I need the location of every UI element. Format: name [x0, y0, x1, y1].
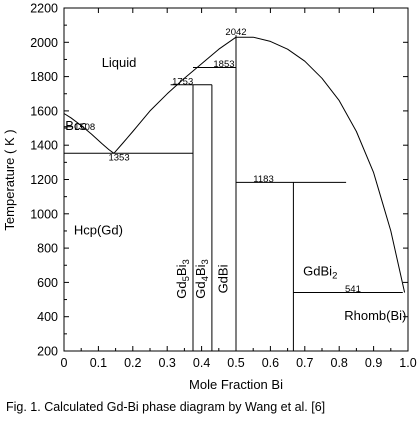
- x-tick-label: 1.0: [399, 356, 416, 370]
- temperature-label: 2042: [225, 27, 246, 38]
- phase-label: Gd5Bi3: [174, 259, 192, 299]
- x-tick-label: 0.8: [331, 356, 348, 370]
- phase-label: Hcp(Gd): [74, 222, 123, 237]
- figure-caption: Fig. 1. Calculated Gd-Bi phase diagram b…: [6, 400, 326, 414]
- y-tick-label: 400: [37, 310, 58, 324]
- x-tick-label: 0.9: [365, 356, 382, 370]
- x-axis-label: Mole Fraction Bi: [189, 377, 283, 392]
- temperature-label: 1183: [253, 174, 273, 185]
- phase-boundaries: [63, 35, 406, 351]
- x-tick-label: 0.6: [262, 356, 279, 370]
- phase-label: Gd4Bi3: [193, 259, 211, 299]
- phase-boundary-line-1: [113, 36, 406, 293]
- phase-label: Liquid: [102, 55, 137, 70]
- temperature-label: 1853: [213, 59, 234, 70]
- y-tick-label: 1000: [30, 207, 58, 221]
- temperature-label: 1753: [172, 76, 193, 87]
- axis-ticks: 0 0.1 0.2 0.3 0.4 0.5 0.6 0.7 0.8 0.9 1.0 200 400 600…: [30, 2, 417, 371]
- phase-label: GdBi: [215, 264, 230, 293]
- y-tick-label: 1600: [30, 104, 58, 118]
- phase-label: GdBi2: [303, 264, 337, 282]
- y-tick-label: 1400: [30, 139, 58, 153]
- y-tick-label: 1800: [30, 70, 58, 84]
- temperature-label: 1353: [108, 153, 129, 164]
- phase-boundary-line-0: [63, 113, 115, 154]
- x-tick-label: 0.2: [124, 356, 141, 370]
- x-tick-label: 0.4: [193, 356, 210, 370]
- temperature-label: 541: [345, 284, 361, 295]
- phase-label: Rhomb(Bi): [344, 308, 406, 323]
- x-tick-label: 0.5: [227, 356, 244, 370]
- x-tick-label: 0.7: [296, 356, 313, 370]
- y-axis-label: Temperature ( K ): [2, 129, 17, 230]
- temperature-label: 1508: [74, 122, 95, 133]
- phase-label: Bcc: [65, 118, 87, 133]
- y-tick-label: 600: [37, 276, 58, 290]
- phase-diagram-chart: 0 0.1 0.2 0.3 0.4 0.5 0.6 0.7 0.8 0.9 1.0 200 400 600…: [2, 2, 417, 393]
- y-tick-label: 800: [37, 242, 58, 256]
- text-labels: 1508 1353 1753 1853 2042 1183 541 Liquid Bcc Hcp(…: [65, 27, 406, 323]
- y-tick-label: 2200: [30, 2, 58, 16]
- y-tick-label: 2000: [30, 36, 58, 50]
- y-tick-label: 200: [37, 345, 58, 359]
- x-tick-label: 0: [61, 356, 68, 370]
- x-tick-label: 0.1: [90, 356, 107, 370]
- y-tick-label: 1200: [30, 173, 58, 187]
- x-tick-label: 0.3: [159, 356, 176, 370]
